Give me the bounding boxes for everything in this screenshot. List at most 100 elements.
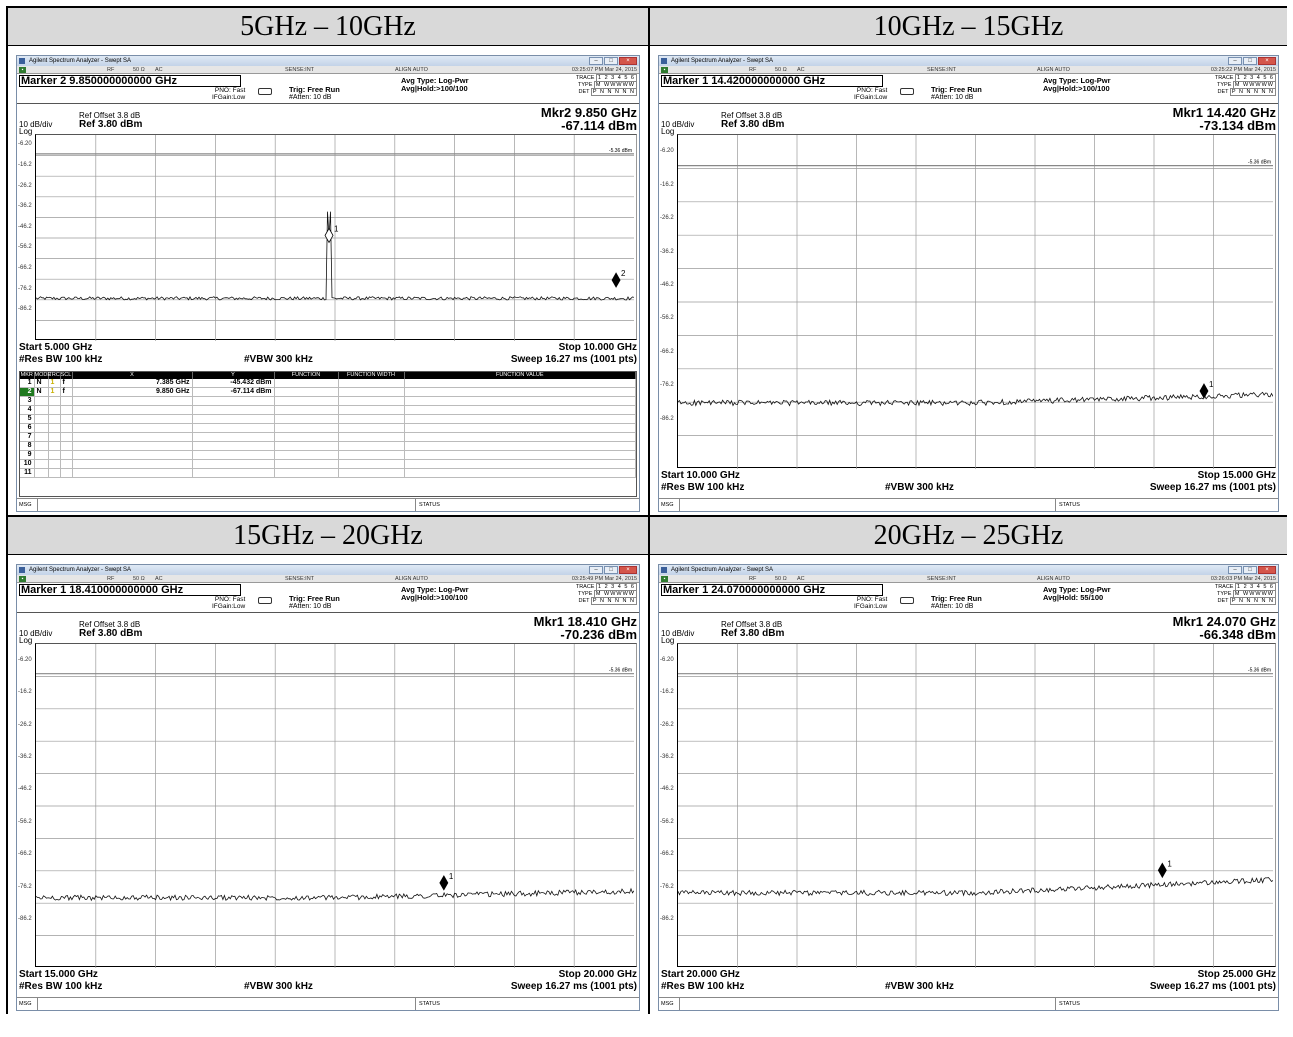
- table-cell: [48, 450, 61, 460]
- scale-label: 10 dB/div: [661, 629, 695, 638]
- table-cell: [404, 441, 636, 451]
- table-cell: [338, 441, 405, 451]
- video-bandwidth: #VBW 300 kHz: [244, 981, 313, 992]
- spectrum-plot[interactable]: -5.36 dBm 1: [677, 643, 1276, 968]
- table-cell: [404, 432, 636, 442]
- maximize-icon[interactable]: □: [1243, 57, 1257, 65]
- y-tick-label: -16.2: [660, 181, 674, 188]
- marker-frequency-title[interactable]: Marker 2 9.850000000000 GHz: [19, 75, 241, 87]
- marker-frequency-title[interactable]: Marker 1 14.420000000000 GHz: [661, 75, 883, 87]
- info-rf: RF: [749, 67, 757, 73]
- display-header: Ref Offset 3.8 dB 10 dB/div Ref 3.80 dBm Lo…: [17, 613, 639, 645]
- table-row[interactable]: 6: [20, 423, 636, 433]
- trace-row-label: TYPE: [1217, 82, 1232, 88]
- trace-line: [36, 887, 634, 902]
- marker-diamond[interactable]: [439, 875, 449, 891]
- table-row[interactable]: 2 N 1 f 9.850 GHz -67.114 dBm: [20, 387, 636, 397]
- spectrum-plot[interactable]: -5.36 dBm 1: [677, 134, 1276, 469]
- window-title: Agilent Spectrum Analyzer - Swept SA: [29, 58, 132, 64]
- table-cell: [338, 423, 405, 433]
- table-row[interactable]: 10: [20, 459, 636, 469]
- stop-frequency: Stop 20.000 GHz: [558, 969, 637, 980]
- y-tick-label: -46.2: [18, 223, 32, 230]
- trace-row-label: TRACE: [575, 584, 595, 590]
- marker-label: 1: [449, 872, 454, 881]
- marker-diamond[interactable]: [1157, 862, 1167, 879]
- panel-cell: 20GHz – 25GHz Agilent Spectrum Analyzer -…: [650, 517, 1287, 1014]
- table-cell: [192, 450, 275, 460]
- table-cell: [60, 423, 73, 433]
- table-cell: [338, 468, 405, 478]
- status-info-bar: ▪ RF 50 Ω AC SENSE:INT ALIGN AUTO 03:25:07 PM …: [17, 66, 639, 74]
- maximize-icon[interactable]: □: [604, 57, 618, 65]
- y-tick-label: -36.2: [660, 754, 674, 761]
- minimize-icon[interactable]: –: [1228, 566, 1242, 574]
- close-icon[interactable]: ×: [1258, 57, 1276, 65]
- y-tick-label: -26.2: [18, 721, 32, 728]
- stop-frequency: Stop 25.000 GHz: [1197, 969, 1276, 980]
- close-icon[interactable]: ×: [619, 566, 637, 574]
- marker-diamond[interactable]: [1199, 383, 1209, 399]
- msg-label: MSG: [661, 1001, 674, 1007]
- pno-settings: PNO: Fast IFGain:Low: [854, 87, 887, 101]
- info-rf: RF: [749, 576, 757, 582]
- table-cell: [60, 441, 73, 451]
- ref-level: Ref 3.80 dBm: [79, 628, 143, 639]
- maximize-icon[interactable]: □: [1243, 566, 1257, 574]
- close-icon[interactable]: ×: [619, 57, 637, 65]
- table-cell: [72, 441, 193, 451]
- avg-type-label: Avg Type: Log-Pwr: [1043, 585, 1111, 594]
- table-cell: 9: [20, 450, 35, 460]
- y-tick-label: -66.2: [660, 851, 674, 858]
- marker-frequency-title[interactable]: Marker 1 24.070000000000 GHz: [661, 584, 883, 596]
- marker-frequency-title[interactable]: Marker 1 18.410000000000 GHz: [19, 584, 241, 596]
- display-screen: Ref Offset 3.8 dB 10 dB/div Ref 3.80 dBm Lo…: [17, 613, 639, 1010]
- minimize-icon[interactable]: –: [589, 57, 603, 65]
- table-row[interactable]: 3: [20, 396, 636, 406]
- table-cell: [60, 459, 73, 469]
- trace-row-values: P N N N N N: [1229, 597, 1276, 605]
- table-cell: [60, 405, 73, 415]
- y-tick-label: -26.2: [660, 721, 674, 728]
- average-settings: Avg Type: Log-Pwr Avg|Hold: 55/100: [1043, 586, 1111, 602]
- column-header: Y: [192, 372, 275, 379]
- resolution-bandwidth: #Res BW 100 kHz: [19, 981, 103, 992]
- table-cell: [34, 468, 49, 478]
- window-title: Agilent Spectrum Analyzer - Swept SA: [29, 567, 132, 573]
- display-line-label: -5.36 dBm: [609, 668, 632, 674]
- table-row[interactable]: 7: [20, 432, 636, 442]
- maximize-icon[interactable]: □: [604, 566, 618, 574]
- table-cell: [48, 468, 61, 478]
- table-cell: [72, 432, 193, 442]
- table-cell: 1: [48, 387, 61, 397]
- table-cell: [274, 405, 339, 415]
- minimize-icon[interactable]: –: [589, 566, 603, 574]
- trace-row-label: DET: [1217, 89, 1229, 95]
- spectrum-plot[interactable]: -5.36 dBm 1 2: [35, 134, 637, 341]
- table-row[interactable]: 1 N 1 f 7.385 GHz -45.432 dBm: [20, 379, 636, 388]
- minimize-icon[interactable]: –: [1228, 57, 1242, 65]
- pno-settings: PNO: Fast IFGain:Low: [212, 596, 245, 610]
- table-row[interactable]: 5: [20, 414, 636, 424]
- table-row[interactable]: 9: [20, 450, 636, 460]
- trace-row-label: TRACE: [575, 75, 595, 81]
- table-row[interactable]: 4: [20, 405, 636, 415]
- marker-diamond[interactable]: [324, 227, 334, 244]
- y-tick-label: -56.2: [18, 818, 32, 825]
- table-cell: 5: [20, 414, 35, 424]
- table-row[interactable]: 8: [20, 441, 636, 451]
- table-cell: [338, 432, 405, 442]
- divider: [679, 499, 680, 511]
- trace-row-label: DET: [578, 598, 590, 604]
- msg-label: MSG: [661, 502, 674, 508]
- marker-diamond[interactable]: [611, 272, 621, 288]
- y-tick-label: -46.2: [660, 281, 674, 288]
- spectrum-plot[interactable]: -5.36 dBm 1: [35, 643, 637, 968]
- timestamp: 03:25:07 PM Mar 24, 2015: [571, 67, 637, 73]
- app-icon: [19, 567, 25, 573]
- y-tick-label: -26.2: [660, 215, 674, 222]
- close-icon[interactable]: ×: [1258, 566, 1276, 574]
- table-row[interactable]: 11: [20, 468, 636, 478]
- settings-panel: Marker 1 24.070000000000 GHz PNO: Fast IFG…: [659, 583, 1278, 613]
- info-rf: RF: [107, 576, 115, 582]
